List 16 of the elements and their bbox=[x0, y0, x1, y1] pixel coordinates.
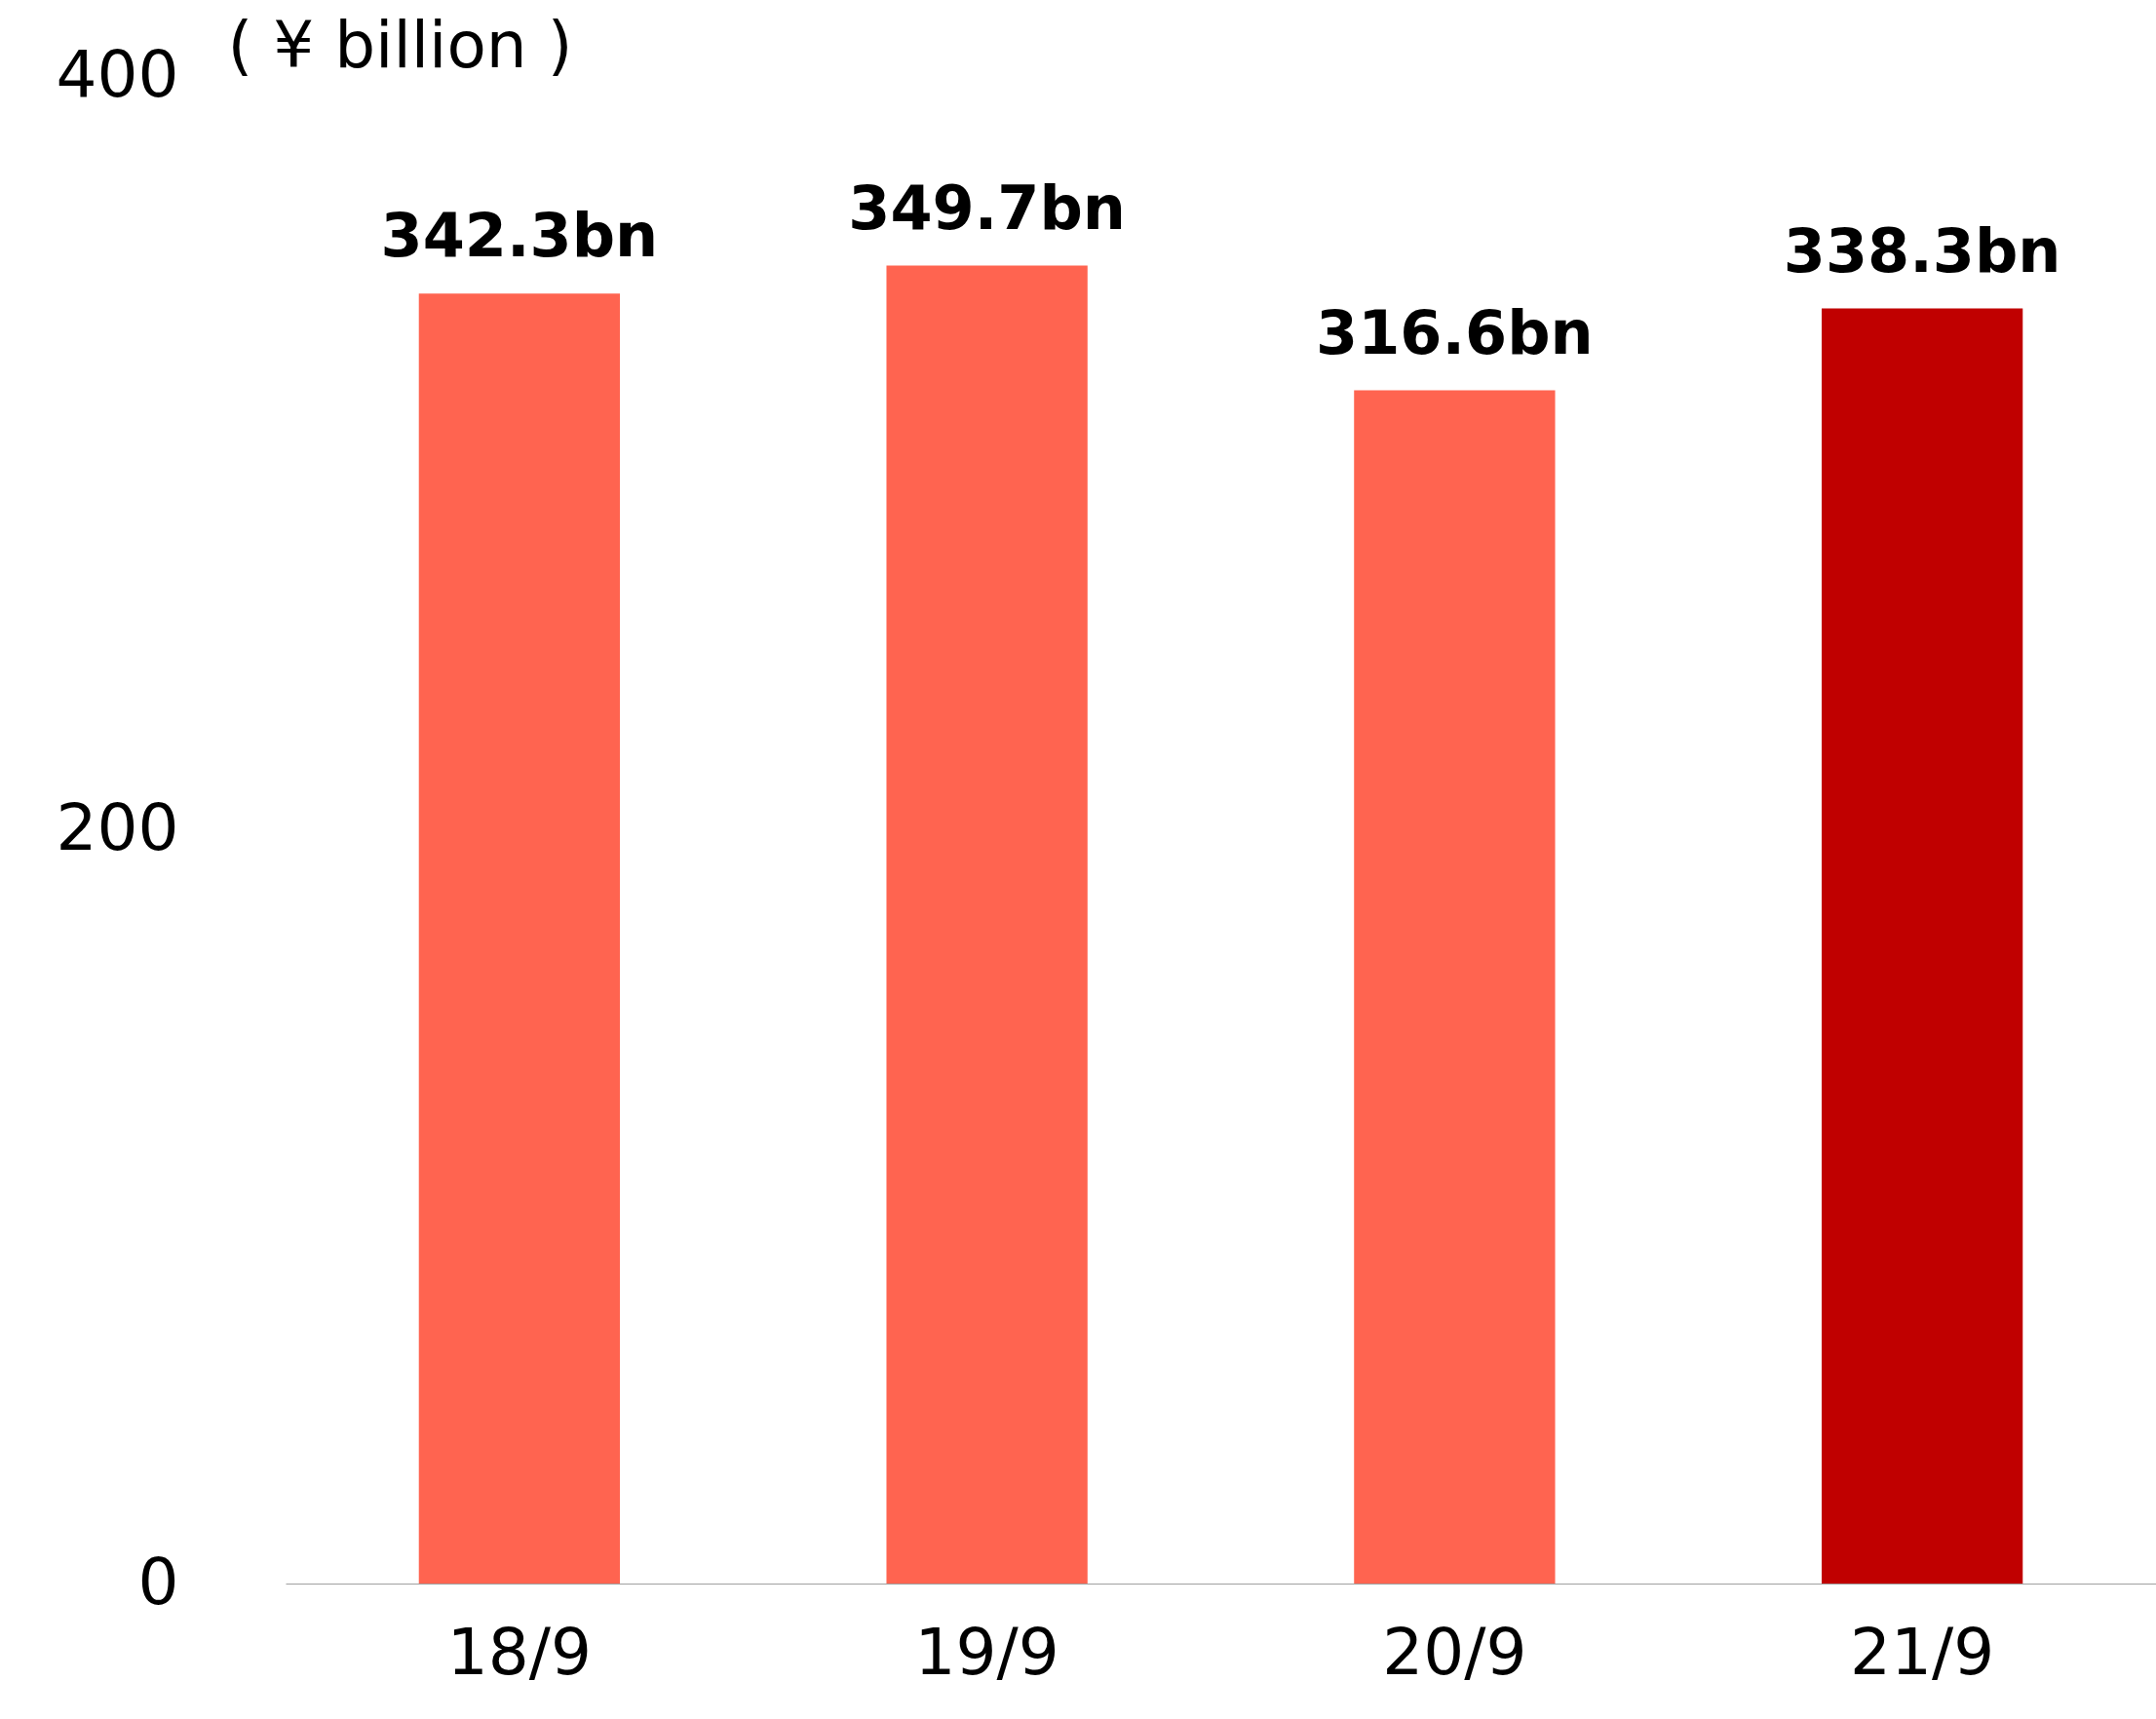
data-label: 349.7bn bbox=[848, 172, 1126, 244]
data-label: 316.6bn bbox=[1316, 296, 1594, 368]
bar bbox=[1354, 390, 1556, 1584]
y-tick-label: 0 bbox=[137, 1544, 179, 1620]
bar bbox=[886, 265, 1088, 1584]
y-tick-label: 200 bbox=[56, 790, 179, 865]
x-tick-label: 18/9 bbox=[446, 1614, 592, 1690]
data-label: 342.3bn bbox=[380, 200, 659, 272]
data-label: 338.3bn bbox=[1783, 214, 2061, 286]
bar bbox=[1821, 308, 2023, 1584]
x-tick-label: 21/9 bbox=[1850, 1614, 1995, 1690]
x-tick-label: 20/9 bbox=[1382, 1614, 1527, 1690]
y-tick-label: 400 bbox=[56, 36, 179, 112]
bar bbox=[418, 293, 621, 1584]
y-axis-title: ( ¥ billion ) bbox=[227, 7, 573, 83]
x-tick-label: 19/9 bbox=[914, 1614, 1059, 1690]
